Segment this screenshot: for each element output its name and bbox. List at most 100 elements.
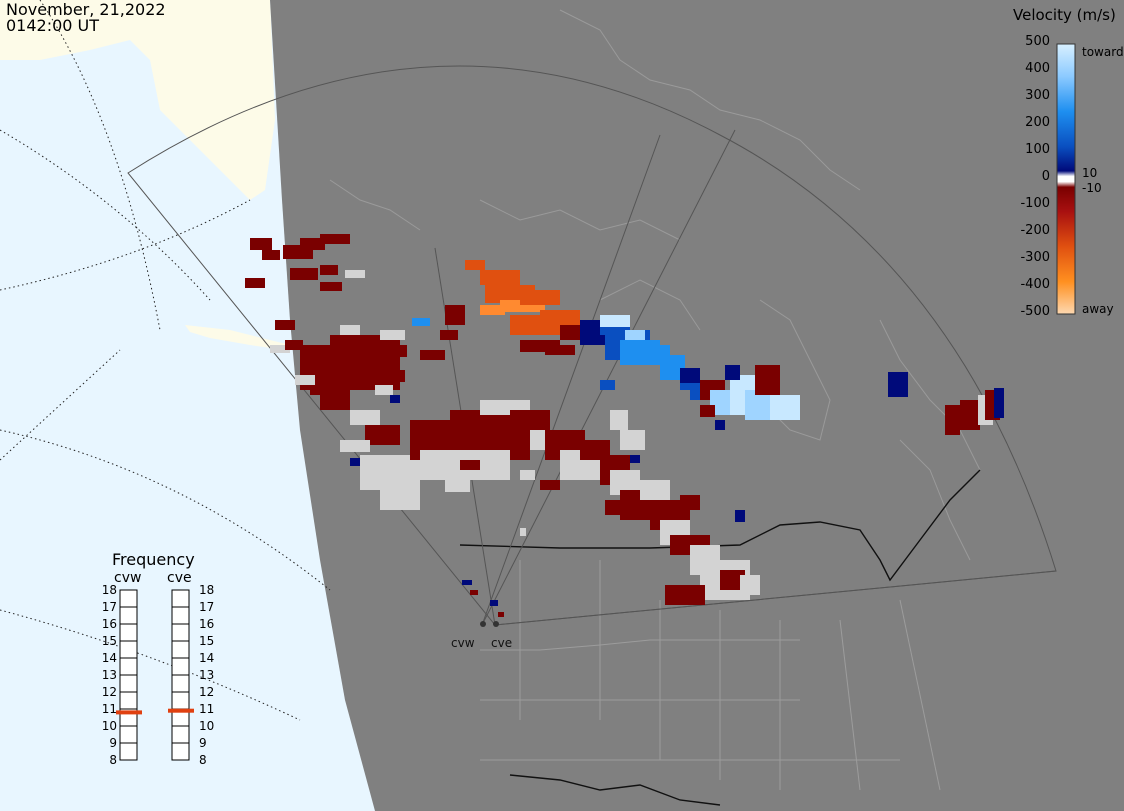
colorbar-tick-label: 0 [1041, 169, 1050, 184]
time-label: 0142:00 UT [6, 16, 100, 35]
date-label: November, 21,2022 [6, 0, 166, 19]
cvw-level-label: 12 [101, 685, 117, 699]
site-label-cvw: cvw [451, 636, 475, 650]
velocity-cell [340, 325, 360, 335]
site-marker-cvw [480, 621, 486, 627]
velocity-cell [630, 455, 640, 463]
colorbar-tick-label: -500 [1020, 304, 1050, 319]
latlon-grid [0, 0, 331, 721]
cvw-frequency-gauge-marker [116, 710, 142, 715]
cve-frequency-gauge-cell [171, 742, 190, 761]
cvw-level-label: 15 [101, 634, 117, 648]
cve-level-label: 12 [199, 685, 215, 699]
velocity-cell [375, 385, 393, 395]
velocity-cell [320, 282, 342, 291]
velocity-cell [755, 365, 780, 395]
mexico-border [509, 774, 721, 806]
velocity-cell [960, 400, 980, 430]
cve-frequency-gauge-cell [171, 589, 190, 608]
state-borders [480, 560, 941, 791]
velocity-cell [340, 440, 370, 452]
velocity-cell [620, 430, 645, 450]
cvw-frequency-gauge-cell [119, 742, 138, 761]
velocity-cell [420, 350, 445, 360]
colorbar-tick-label: 400 [1025, 61, 1050, 76]
velocity-cell [540, 480, 560, 490]
cve-level-label: 17 [199, 600, 215, 614]
velocity-cell [545, 345, 575, 355]
velocity-cell [385, 345, 407, 357]
velocity-cell [625, 330, 645, 340]
site-marker-cve [493, 621, 499, 627]
cvw-level-label: 13 [101, 668, 117, 682]
velocity-cell [462, 580, 472, 585]
colorbar-tick-label: 200 [1025, 115, 1050, 130]
velocity-cell [445, 480, 470, 492]
cvw-level-label: 10 [101, 719, 117, 733]
velocity-cell [725, 365, 740, 380]
cvw-frequency-gauge-cell [119, 640, 138, 659]
cvw-frequency-label: cvw [114, 570, 142, 586]
velocity-cell [945, 405, 960, 435]
cvw-level-label: 18 [101, 583, 117, 597]
velocity-cell [994, 388, 1004, 418]
velocity-cell [440, 330, 458, 340]
aleutian-peninsula [185, 325, 290, 350]
velocity-cell [320, 265, 338, 275]
cvw-frequency-gauge-cell [119, 725, 138, 744]
velocity-cell [320, 234, 350, 244]
cve-level-label: 10 [199, 719, 215, 733]
cve-frequency-gauge-cell [171, 640, 190, 659]
cve-level-label: 13 [199, 668, 215, 682]
away-label: away [1082, 302, 1114, 316]
velocity-cell [520, 470, 535, 480]
neg-threshold-label: -10 [1082, 181, 1102, 195]
velocity-cell [605, 500, 625, 515]
velocity-cell [640, 480, 670, 500]
cvw-frequency-gauge-cell [119, 657, 138, 676]
velocity-cell [490, 600, 498, 606]
velocity-cell [680, 368, 700, 383]
velocity-cell [290, 268, 318, 280]
velocity-cell [380, 330, 405, 340]
cve-frequency-gauge-cell [171, 674, 190, 693]
cve-frequency-gauge-marker [168, 708, 194, 713]
cve-level-label: 16 [199, 617, 215, 631]
velocity-cell [480, 270, 520, 285]
cvw-level-label: 16 [101, 617, 117, 631]
velocity-cell [735, 510, 745, 522]
cve-level-label: 8 [199, 753, 207, 767]
velocity-cell [310, 365, 350, 395]
colorbar-title: Velocity (m/s) [1013, 6, 1116, 24]
cvw-level-label: 8 [109, 753, 117, 767]
national-border [459, 469, 981, 582]
cve-frequency-gauge-cell [171, 691, 190, 710]
velocity-cell [412, 318, 430, 326]
velocity-cell [262, 250, 280, 260]
velocity-cell [600, 315, 630, 327]
velocity-cell [285, 340, 303, 350]
land-area [270, 0, 1124, 811]
colorbar-tick-label: 500 [1025, 34, 1050, 49]
velocity-cell [888, 372, 908, 397]
velocity-cell [700, 405, 715, 417]
velocity-scatter-layer [245, 234, 1004, 617]
cve-level-label: 18 [199, 583, 215, 597]
velocity-cell [270, 345, 290, 353]
velocity-cell [680, 495, 700, 510]
pos-threshold-label: 10 [1082, 166, 1098, 180]
velocity-cell [460, 460, 480, 470]
velocity-cell [275, 320, 295, 330]
colorbar-tick-label: 300 [1025, 88, 1050, 103]
velocity-cell [350, 410, 380, 425]
velocity-cell [520, 528, 526, 536]
velocity-cell [720, 570, 745, 590]
velocity-cell [470, 590, 478, 595]
cve-level-label: 9 [199, 736, 207, 750]
cvw-level-label: 9 [109, 736, 117, 750]
coastlines [329, 9, 981, 561]
site-label-cve: cve [491, 636, 513, 650]
velocity-cell [445, 305, 465, 325]
velocity-cell [740, 575, 760, 595]
